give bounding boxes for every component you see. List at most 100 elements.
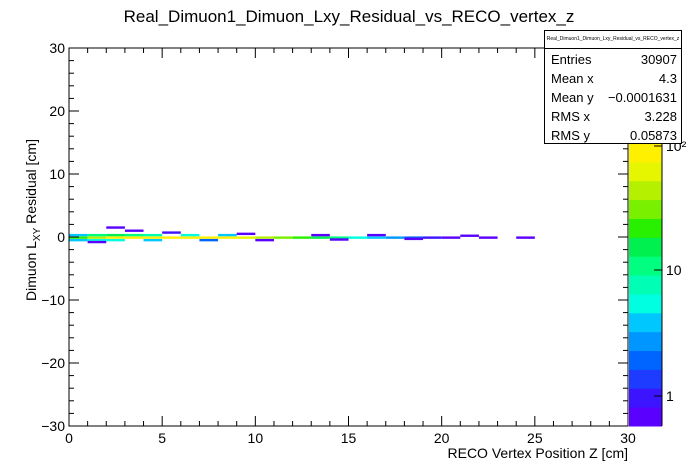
heatmap-cell — [385, 236, 405, 239]
y-tick-label: −20 — [41, 355, 65, 371]
heatmap-cell — [255, 238, 274, 242]
y-axis-label-main: Dimuon L — [23, 241, 39, 301]
heatmap-cell — [255, 236, 274, 239]
y-tick-label: 30 — [49, 40, 65, 56]
y-axis-label-sub: XY — [32, 227, 43, 241]
stats-key: RMS y — [551, 128, 590, 143]
heatmap-cell — [143, 233, 163, 237]
heatmap-cell — [106, 238, 125, 242]
colorbar-segment — [629, 199, 662, 219]
heatmap-cell — [143, 236, 163, 239]
heatmap-cell — [273, 236, 293, 239]
colorbar-segment — [629, 407, 662, 427]
heatmap-cell — [218, 236, 237, 239]
stats-key: Entries — [551, 52, 592, 67]
heatmap-cell — [404, 236, 424, 239]
colorbar-segment — [629, 218, 662, 238]
x-axis-label: RECO Vertex Position Z [cm] — [448, 445, 629, 461]
heatmap-cell — [87, 238, 107, 242]
colorbar-label: 10 — [666, 262, 682, 278]
colorbar-label: 1 — [666, 388, 674, 404]
stats-value: 4.3 — [658, 71, 677, 86]
heatmap-cell — [180, 233, 200, 237]
y-axis-label: Dimuon LXY Residual [cm] — [23, 139, 43, 301]
heatmap-cell — [124, 236, 144, 239]
colorbar-segment — [629, 331, 662, 352]
heatmap-cell — [367, 236, 386, 239]
stats-row: RMS x 3.228 — [545, 106, 681, 125]
heatmap-cell — [329, 236, 349, 239]
heatmap-cell — [348, 236, 368, 239]
heatmap-cell — [69, 236, 88, 239]
y-tick-label: 20 — [49, 103, 65, 119]
heatmap-cell — [106, 233, 125, 237]
colorbar-segment — [629, 369, 662, 389]
colorbar-segment — [629, 180, 662, 201]
stats-row: Mean y −0.0001631 — [545, 87, 681, 106]
heatmap-cell — [87, 236, 107, 239]
heatmap-cell — [404, 237, 424, 241]
heatmap-cell — [143, 238, 163, 242]
heatmap-cell — [441, 236, 461, 239]
colorbar-segment — [629, 350, 662, 370]
heatmap-cells — [69, 226, 535, 244]
heatmap-cell — [69, 233, 88, 237]
heatmap-cell — [106, 236, 125, 239]
chart-title: Real_Dimuon1_Dimuon_Lxy_Residual_vs_RECO… — [124, 7, 575, 26]
stats-key: Mean y — [551, 90, 594, 105]
stats-value: 3.228 — [644, 109, 677, 124]
x-tick-label: 30 — [620, 430, 636, 446]
y-axis: −30 −20 −10 0 10 20 30 — [41, 40, 628, 434]
x-tick-label: 20 — [434, 430, 450, 446]
y-tick-label: 10 — [49, 166, 65, 182]
x-tick-label: 0 — [65, 430, 73, 446]
heatmap-cell — [236, 232, 256, 236]
colorbar-segment — [629, 275, 662, 295]
stats-title: Real_Dimuon1_Dimuon_Lxy_Residual_vs_RECO… — [545, 31, 681, 49]
heatmap-cell — [180, 236, 200, 239]
stats-key: Mean x — [551, 71, 594, 86]
y-tick-label: 0 — [57, 229, 65, 245]
heatmap-cell — [292, 236, 312, 239]
heatmap-cell — [311, 233, 330, 237]
heatmap-cell — [478, 236, 498, 239]
heatmap-cell — [423, 236, 442, 239]
heatmap-cell — [69, 238, 88, 242]
heatmap-cell — [460, 234, 479, 237]
heatmap-cell — [162, 231, 181, 234]
colorbar-segment — [629, 256, 662, 276]
heatmap-cell — [87, 240, 107, 244]
colorbar-segment — [629, 388, 662, 408]
heatmap-cell — [236, 236, 256, 239]
colorbar-segment — [629, 312, 662, 333]
colorbar-segment — [629, 237, 662, 257]
heatmap-cell — [367, 233, 386, 237]
heatmap-cell — [87, 233, 107, 237]
heatmap-cell — [124, 233, 144, 237]
x-tick-label: 5 — [158, 430, 166, 446]
y-tick-label: −30 — [41, 418, 65, 434]
stats-value: 30907 — [640, 52, 677, 67]
x-axis: 0 5 10 15 20 25 30 — [65, 48, 636, 446]
stats-value: 0.05873 — [630, 128, 677, 143]
stats-row: RMS y 0.05873 — [545, 125, 681, 144]
heatmap-cell — [124, 229, 144, 232]
x-tick-label: 15 — [341, 430, 357, 446]
heatmap-cell — [199, 238, 219, 242]
stats-row: Entries 30907 — [545, 49, 681, 68]
heatmap-cell — [311, 236, 330, 239]
heatmap-cell — [162, 236, 181, 239]
x-tick-label: 25 — [527, 430, 543, 446]
heatmap-cell — [199, 236, 219, 239]
stats-value: −0.0001631 — [607, 90, 677, 105]
y-axis-label-rest: Residual [cm] — [23, 139, 39, 228]
colorbar-segment — [629, 143, 662, 163]
heatmap-cell — [106, 226, 125, 229]
heatmap-cell — [218, 233, 237, 237]
y-tick-label: −10 — [41, 292, 65, 308]
stats-key: RMS x — [551, 109, 590, 124]
colorbar-segment — [629, 293, 662, 314]
stats-row: Mean x 4.3 — [545, 68, 681, 87]
